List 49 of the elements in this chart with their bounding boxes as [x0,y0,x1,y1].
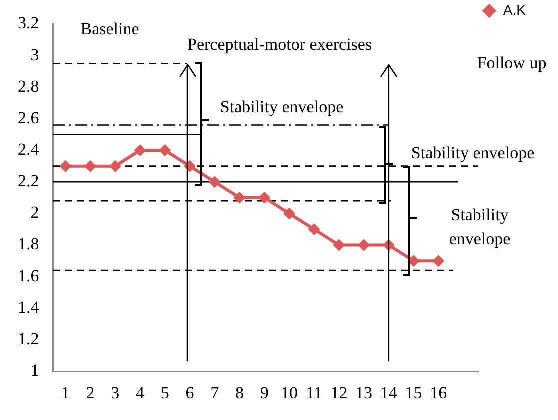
point [234,192,246,204]
point [60,160,72,172]
point [109,160,122,172]
y-tick-label: 2.8 [18,76,40,96]
y-tick-label: 2.4 [18,140,40,159]
point [84,160,97,172]
y-tick-label: 2.6 [18,108,40,128]
x-tick-label: 10 [280,383,298,402]
annotation: Stability envelope [411,143,535,162]
point [358,239,370,252]
legend-label: A.K [503,2,527,18]
y-tick-label: 2.2 [18,172,40,191]
point [432,255,445,268]
x-tick-label: 7 [210,383,220,402]
point [333,239,346,252]
y-tick-label: 3 [30,45,40,64]
x-tick-label: 9 [260,383,269,402]
y-tick-label: 1 [30,361,40,380]
x-tick-label: 11 [306,383,323,402]
x-tick-label: 5 [160,383,170,402]
x-tick-label: 14 [380,383,398,402]
annotation: Perceptual-motor exercises [188,35,372,54]
point [134,144,146,157]
point [408,255,420,268]
x-tick-label: 16 [430,383,448,402]
x-tick-label: 12 [330,383,348,402]
annotation: Stability envelope [220,97,344,116]
point [208,176,221,188]
x-tick-label: 3 [111,383,120,402]
y-tick-label: 3.2 [18,14,40,33]
y-tick-label: 1.2 [18,329,40,348]
point [258,192,271,204]
y-tick-label: 1.6 [18,266,40,286]
annotation: Baseline [80,19,140,38]
point [283,208,296,220]
y-tick-label: 1.4 [18,298,40,317]
y-tick-label: 1.8 [18,234,40,254]
x-tick-label: 2 [86,383,95,402]
annotation: Stability envelope [449,205,511,248]
x-tick-label: 4 [136,383,146,402]
x-tick-label: 6 [186,383,194,402]
x-tick-label: 13 [356,383,373,402]
x-tick-label: 15 [405,383,422,402]
y-tick-label: 2 [30,203,40,222]
x-tick-label: 1 [61,383,70,402]
x-tick-label: 8 [235,383,244,402]
point [159,144,172,157]
annotation: Follow up [477,53,547,72]
point [308,223,320,236]
